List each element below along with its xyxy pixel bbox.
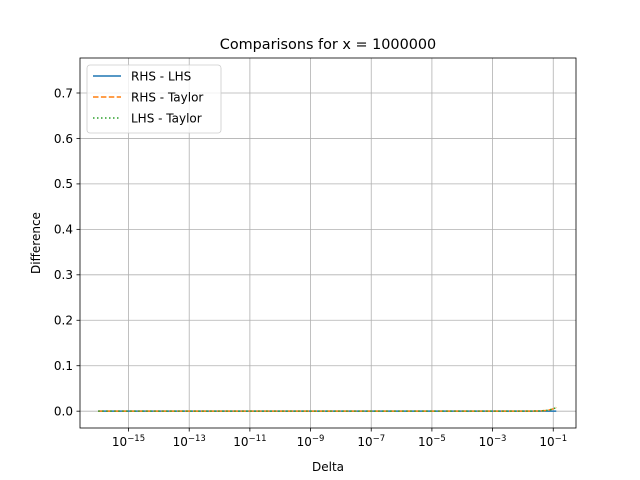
chart-title: Comparisons for x = 1000000 — [220, 37, 436, 53]
y-tick-label: 0.5 — [54, 177, 73, 191]
x-tick-label: 10−15 — [112, 434, 145, 449]
x-tick-label: 10−9 — [297, 434, 325, 449]
y-tick-label: 0.3 — [54, 268, 73, 282]
x-tick-label: 10−5 — [418, 434, 446, 449]
x-tick-label: 10−3 — [479, 434, 507, 449]
y-axis-title: Difference — [29, 212, 43, 274]
series-lines — [98, 406, 557, 412]
series-line-lhs-taylor — [98, 406, 557, 412]
y-tick-label: 0.0 — [54, 404, 73, 418]
y-tick-label: 0.7 — [54, 86, 73, 100]
x-tick-label: 10−11 — [233, 434, 266, 449]
y-tick-label: 0.6 — [54, 132, 73, 146]
x-axis-title: Delta — [312, 460, 344, 474]
y-tick-label: 0.1 — [54, 359, 73, 373]
legend: RHS - LHS RHS - Taylor LHS - Taylor — [86, 64, 222, 134]
legend-label-lhs-taylor: LHS - Taylor — [131, 112, 202, 126]
x-tick-label: 10−7 — [357, 434, 385, 449]
plot-frame — [79, 57, 577, 429]
ticks: 10−15 10−13 10−11 10−9 10−7 10−5 10−3 10−1 0.0 0.… — [54, 86, 567, 449]
x-tick-label: 10−13 — [173, 434, 206, 449]
legend-label-rhs-taylor: RHS - Taylor — [131, 91, 203, 105]
legend-label-rhs-lhs: RHS - LHS — [131, 70, 191, 84]
y-tick-label: 0.4 — [54, 223, 73, 237]
legend-box — [86, 64, 222, 134]
x-tick-label: 10−1 — [539, 434, 567, 449]
y-tick-label: 0.2 — [54, 314, 73, 328]
